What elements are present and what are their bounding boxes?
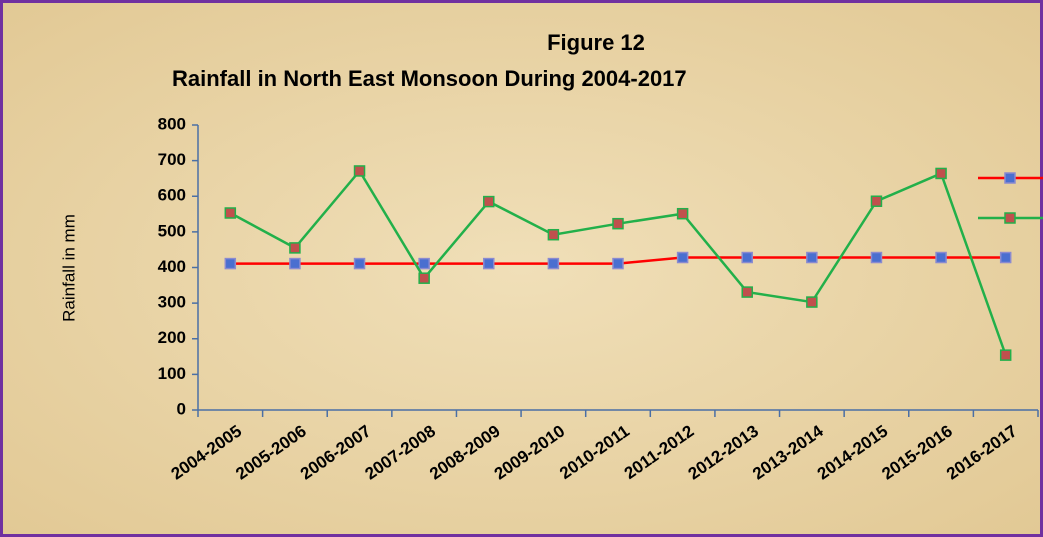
y-tick-label: 600 — [158, 186, 186, 205]
data-point — [676, 251, 689, 264]
data-point — [612, 257, 624, 270]
data-point — [418, 272, 430, 284]
data-point — [547, 257, 560, 270]
data-point — [353, 165, 366, 177]
data-point — [289, 257, 301, 270]
data-point — [547, 228, 560, 241]
data-point — [612, 217, 624, 230]
y-tick-label: 0 — [177, 399, 186, 418]
legend-marker — [1004, 212, 1016, 224]
y-tick-label: 800 — [158, 114, 186, 133]
legend-marker — [1004, 172, 1016, 184]
y-tick-label: 500 — [158, 221, 186, 240]
data-point — [224, 207, 237, 219]
data-point — [741, 286, 753, 298]
data-point — [353, 257, 366, 270]
y-tick-label: 700 — [158, 150, 186, 169]
data-point — [806, 296, 818, 308]
data-point — [418, 257, 430, 270]
y-axis-label: Rainfall in mm — [59, 214, 78, 322]
data-point — [999, 251, 1012, 264]
data-point — [806, 251, 818, 264]
data-point — [999, 349, 1012, 361]
chart-title: Figure 12 — [547, 30, 645, 55]
data-point — [741, 251, 753, 264]
y-tick-label: 100 — [158, 364, 186, 383]
data-point — [935, 251, 947, 264]
y-tick-label: 200 — [158, 328, 186, 347]
data-point — [289, 242, 301, 254]
data-point — [870, 195, 883, 207]
chart-subtitle: Rainfall in North East Monsoon During 20… — [172, 66, 687, 91]
data-point — [676, 207, 689, 220]
y-tick-label: 400 — [158, 257, 186, 276]
data-point — [483, 195, 495, 208]
y-tick-label: 300 — [158, 293, 186, 312]
data-point — [935, 167, 947, 180]
data-point — [483, 257, 495, 270]
data-point — [224, 257, 237, 270]
data-point — [870, 251, 883, 264]
